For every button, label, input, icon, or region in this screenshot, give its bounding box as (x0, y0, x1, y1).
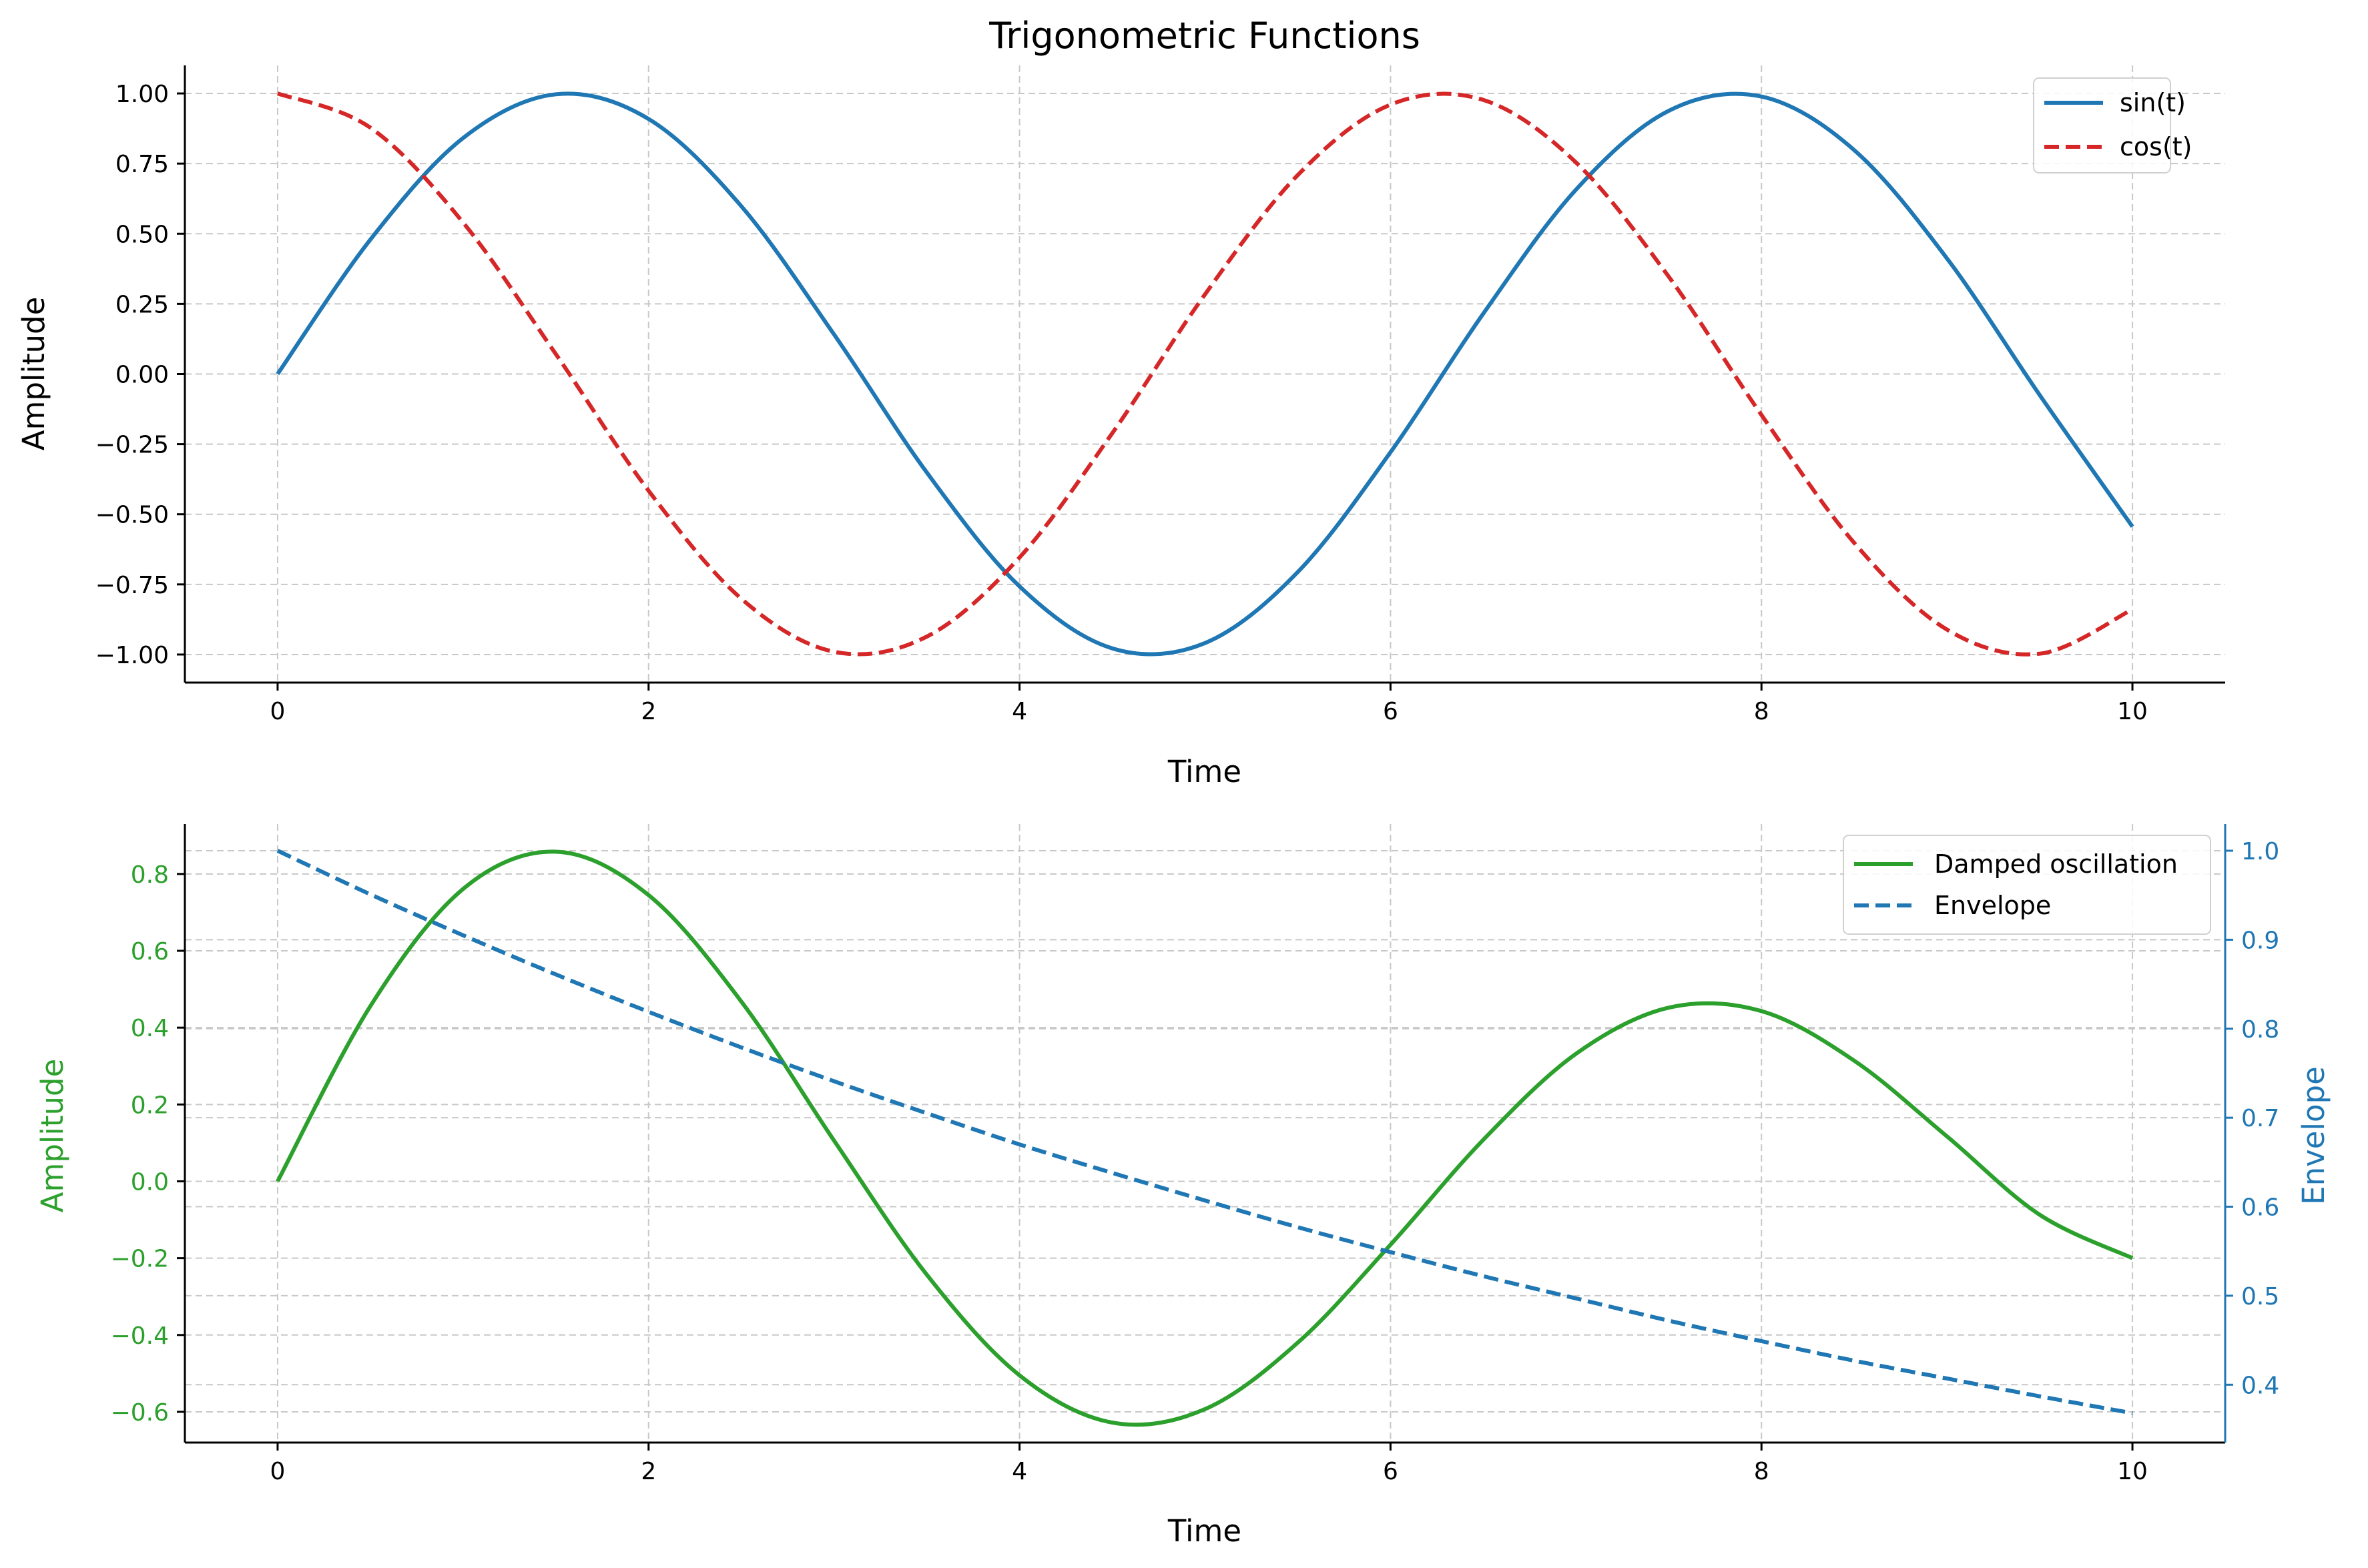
x-tick-label: 6 (1383, 1458, 1398, 1485)
right-y-tick-label: 0.6 (2241, 1194, 2279, 1222)
bottom-right-y-ticks: 1.0 0.9 0.8 0.7 0.6 0.5 0.4 (2225, 838, 2279, 1399)
y-tick-label: 0.25 (115, 291, 169, 318)
x-tick-label: 0 (270, 1458, 286, 1485)
right-y-tick-label: 0.7 (2241, 1105, 2279, 1132)
x-tick-label: 10 (2117, 1458, 2148, 1485)
x-tick-label: 4 (1012, 698, 1027, 725)
y-tick-label: 0.8 (131, 861, 169, 889)
y-tick-label: 1.00 (115, 81, 169, 108)
bottom-series-layer (276, 849, 2134, 1427)
x-tick-label: 2 (641, 698, 656, 725)
x-tick-label: 8 (1754, 1458, 1769, 1485)
y-tick-label: 0.75 (115, 151, 169, 178)
right-y-tick-label: 1.0 (2241, 838, 2279, 865)
bottom-legend: Damped oscillation Envelope (1843, 835, 2211, 935)
bottom-y-axis-label: Amplitude (35, 1059, 70, 1213)
top-grid (185, 65, 2225, 683)
top-y-ticks: 1.00 0.75 0.50 0.25 0.00 −0.25 −0.50 −0.75 −1.00 (95, 81, 185, 669)
x-tick-label: 6 (1383, 698, 1398, 725)
x-tick-label: 10 (2117, 698, 2148, 725)
right-y-tick-label: 0.5 (2241, 1283, 2279, 1310)
series-line-sin-t (276, 91, 2134, 657)
y-tick-label: −0.25 (95, 432, 169, 459)
top-chart-title: Trigonometric Functions (988, 15, 1420, 57)
top-x-ticks: 0 2 4 6 8 10 (270, 683, 2148, 725)
y-tick-label: −0.4 (111, 1322, 169, 1350)
x-tick-label: 4 (1012, 1458, 1027, 1485)
right-y-tick-label: 0.9 (2241, 927, 2279, 954)
y-tick-label: −0.2 (111, 1246, 169, 1273)
bottom-x-ticks: 0 2 4 6 8 10 (270, 1443, 2148, 1485)
top-x-axis-label: Time (1167, 754, 1241, 789)
series-line-cos-t (276, 91, 2134, 657)
bottom-x-axis-label: Time (1167, 1513, 1241, 1549)
top-series-layer (276, 91, 2134, 657)
legend-label-damped-oscillation: Damped oscillation (1934, 849, 2178, 879)
y-tick-label: 0.0 (131, 1168, 169, 1196)
x-tick-label: 8 (1754, 698, 1769, 725)
top-y-axis-label: Amplitude (16, 297, 51, 451)
y-tick-label: 0.50 (115, 221, 169, 248)
x-tick-label: 2 (641, 1458, 656, 1485)
legend-label-sin: sin(t) (2120, 88, 2186, 117)
y-tick-label: −1.00 (95, 642, 169, 669)
bottom-right-y-axis-label: Envelope (2296, 1066, 2331, 1205)
bottom-legend-frame (1843, 835, 2211, 935)
legend-label-envelope: Envelope (1934, 891, 2051, 920)
legend-label-cos: cos(t) (2120, 132, 2192, 161)
series-line-envelope (276, 849, 2133, 1415)
y-tick-label: −0.6 (111, 1399, 169, 1427)
y-tick-label: −0.50 (95, 502, 169, 529)
top-legend: sin(t) cos(t) (2033, 77, 2192, 173)
y-tick-label: 0.00 (115, 362, 169, 389)
y-tick-label: 0.6 (131, 938, 169, 965)
right-y-tick-label: 0.8 (2241, 1016, 2279, 1044)
y-tick-label: 0.2 (131, 1092, 169, 1119)
right-y-tick-label: 0.4 (2241, 1372, 2279, 1399)
y-tick-label: −0.75 (95, 572, 169, 599)
y-tick-label: 0.4 (131, 1015, 169, 1042)
top-chart: Trigonometric Functions 0 2 4 6 8 10 1.00 0.75… (16, 15, 2225, 789)
bottom-chart: 0 2 4 6 8 10 0.8 0.6 0.4 0.2 0.0 −0.2 −0.4 −0.6 1.0 0… (35, 824, 2331, 1549)
series-line-damped-oscillation (276, 849, 2134, 1427)
x-tick-label: 0 (270, 698, 286, 725)
bottom-y-ticks: 0.8 0.6 0.4 0.2 0.0 −0.2 −0.4 −0.6 (111, 861, 185, 1427)
